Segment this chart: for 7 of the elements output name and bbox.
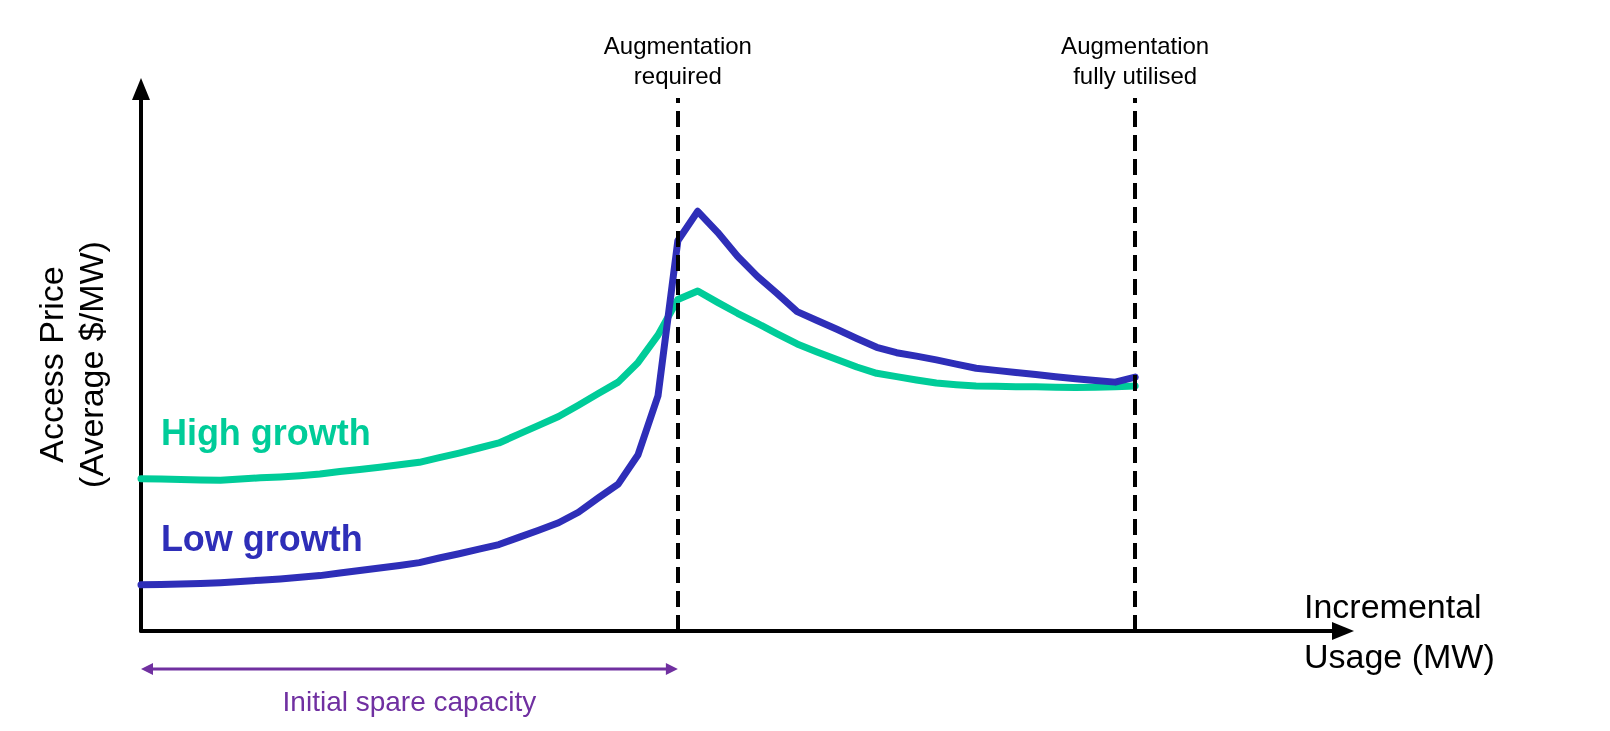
text: Augmentation required — [603, 31, 752, 89]
x-axis-title: Incremental Usage (MW) — [1304, 587, 1495, 675]
y-axis-title: Access Price (Average $/MW) — [32, 241, 110, 488]
series-label: High growth — [160, 411, 371, 453]
text: Augmentation fully utilised — [1061, 31, 1210, 89]
text: Initial spare capacity — [282, 685, 537, 717]
series-label: Low growth — [160, 518, 363, 560]
